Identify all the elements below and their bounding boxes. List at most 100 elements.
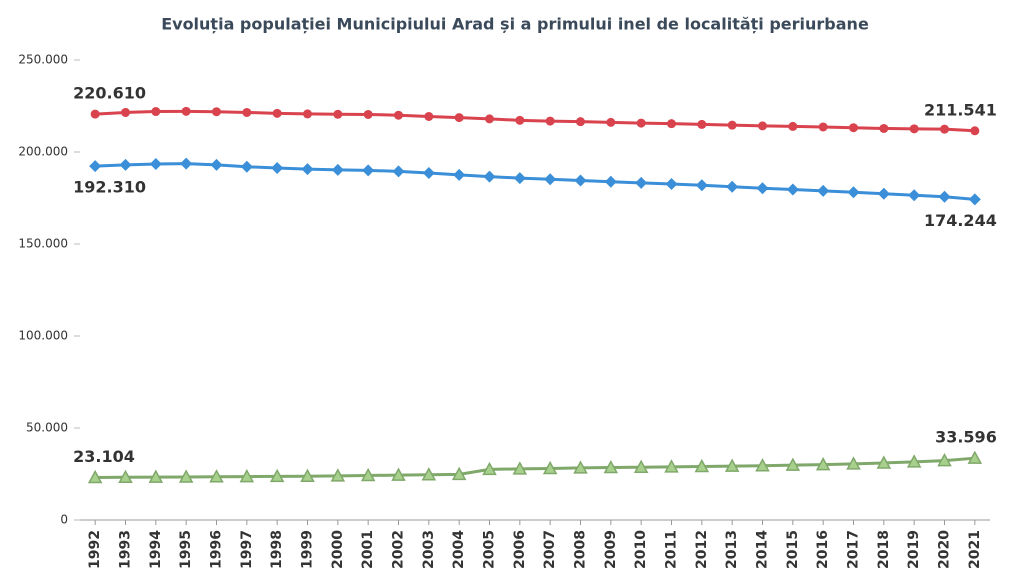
point [151, 107, 161, 117]
point [178, 469, 194, 483]
x-tick-label: 2008 [573, 530, 589, 569]
point [121, 107, 130, 117]
y-tick-label: 0 [60, 513, 68, 527]
point [633, 459, 649, 473]
x-tick-label: 1999 [300, 530, 316, 569]
point [817, 184, 830, 197]
point [695, 179, 708, 192]
y-tick-label: 150.000 [18, 237, 68, 251]
x-tick-label: 2012 [694, 530, 710, 569]
point [239, 469, 255, 483]
point [879, 123, 889, 133]
point [360, 467, 376, 482]
x-tick-label: 2005 [482, 530, 498, 569]
x-tick-label: 2017 [846, 530, 862, 569]
point [785, 457, 801, 471]
point [89, 160, 102, 173]
point [937, 453, 952, 467]
point [604, 175, 617, 188]
y-tick-label: 100.000 [18, 329, 68, 343]
point [394, 110, 403, 120]
x-tick-label: 2002 [391, 530, 407, 569]
series-line [95, 109, 975, 133]
x-tick-label: 2011 [664, 530, 680, 569]
x-tick-label: 1994 [148, 530, 164, 569]
data-label: 174.244 [924, 211, 997, 230]
point [485, 114, 494, 124]
point [606, 117, 616, 127]
series-line [95, 162, 975, 201]
point [545, 116, 555, 126]
point [240, 160, 253, 173]
point [694, 458, 710, 473]
x-tick-label: 2001 [360, 530, 376, 569]
point [908, 189, 921, 202]
point [755, 458, 770, 472]
point [664, 459, 679, 473]
point [938, 190, 951, 203]
x-tick-label: 2000 [330, 530, 346, 569]
x-tick-label: 2018 [876, 530, 892, 569]
point [635, 176, 648, 189]
data-label: 211.541 [924, 100, 997, 119]
point [512, 461, 528, 475]
x-tick-label: 2021 [967, 530, 983, 569]
point [149, 157, 162, 170]
data-label: 220.610 [73, 84, 146, 103]
point [574, 174, 587, 187]
point [758, 121, 767, 131]
x-tick-label: 2019 [906, 530, 922, 569]
point [362, 164, 375, 177]
point [756, 182, 769, 195]
point [967, 450, 983, 464]
point [576, 117, 585, 127]
x-tick-label: 2003 [421, 530, 437, 569]
y-tick-label: 50.000 [26, 421, 68, 435]
x-tick-label: 1996 [209, 530, 225, 569]
point [210, 158, 223, 171]
point [271, 162, 284, 175]
x-tick-label: 2010 [633, 530, 649, 569]
point [119, 158, 132, 171]
point [846, 456, 861, 470]
point [818, 122, 828, 132]
point [118, 469, 133, 484]
data-label: 33.596 [935, 428, 997, 447]
x-tick-label: 2020 [937, 530, 953, 569]
point [331, 163, 344, 176]
point [847, 186, 860, 199]
point [330, 468, 346, 482]
point [940, 124, 949, 134]
point [726, 180, 739, 193]
data-label: 23.104 [73, 447, 135, 466]
x-tick-label: 2004 [451, 530, 467, 569]
x-tick-label: 1998 [269, 530, 285, 569]
point [603, 459, 619, 474]
point [363, 109, 373, 119]
point [542, 460, 558, 475]
point [451, 466, 467, 481]
point [391, 467, 406, 481]
point [876, 455, 892, 469]
x-tick-label: 1993 [118, 530, 134, 569]
point [573, 460, 588, 474]
point [515, 115, 525, 125]
point [483, 170, 496, 183]
point [90, 109, 100, 119]
point [513, 172, 526, 185]
point [422, 166, 435, 179]
point [667, 119, 676, 129]
point [786, 183, 799, 196]
point [544, 173, 557, 186]
x-tick-label: 2016 [815, 530, 831, 569]
point [454, 113, 464, 123]
y-tick-label: 200.000 [18, 145, 68, 159]
point [181, 106, 191, 116]
chart-title: Evoluția populației Municipiului Arad și… [161, 15, 869, 34]
point [970, 126, 980, 136]
point [697, 119, 707, 129]
point [301, 163, 314, 176]
x-tick-label: 2009 [603, 530, 619, 569]
point [877, 187, 890, 200]
